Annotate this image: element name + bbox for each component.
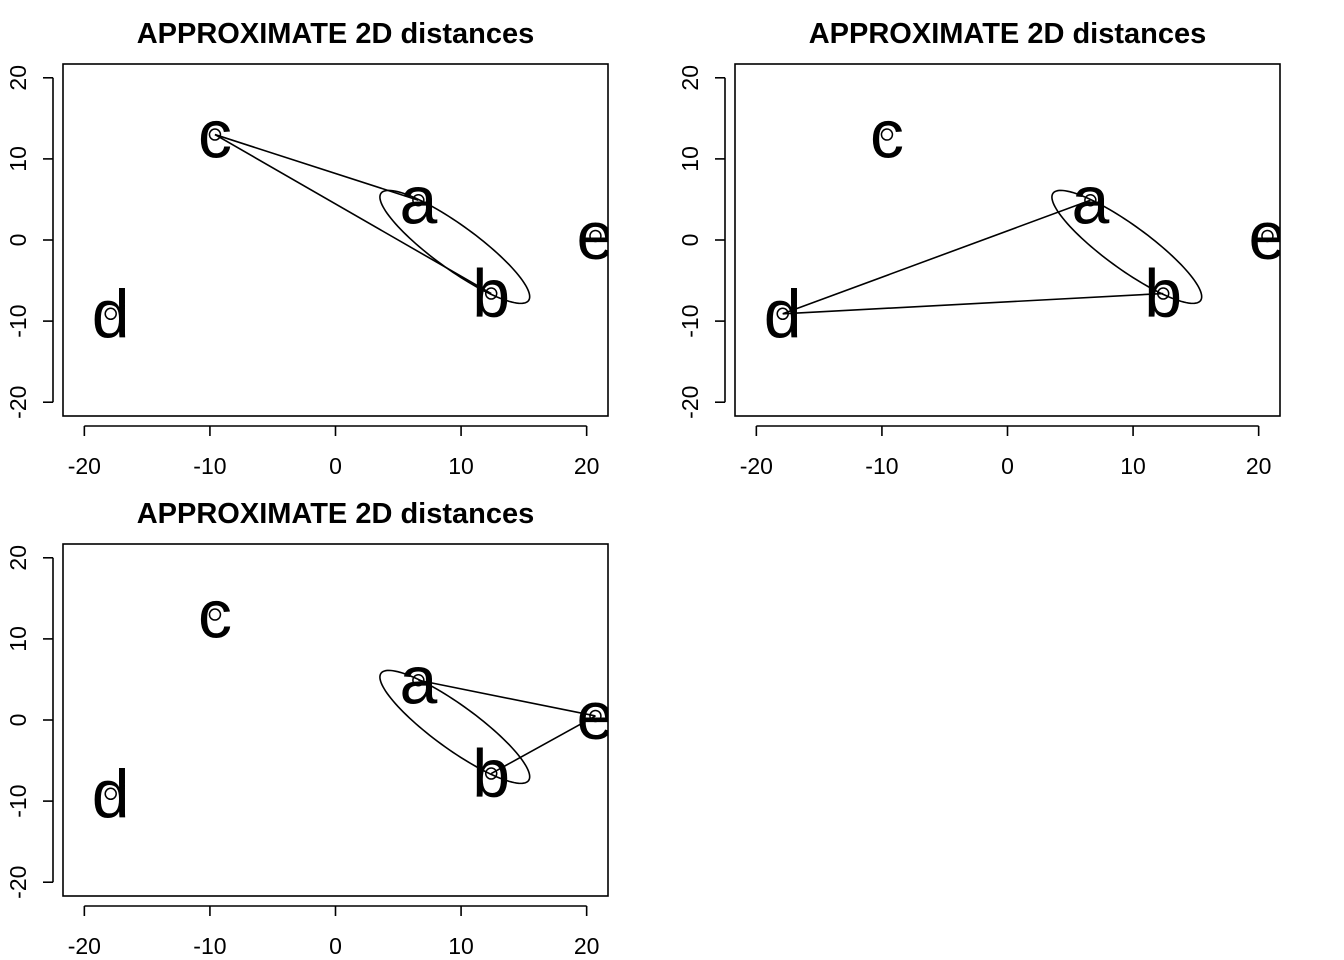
y-tick-label: 0 bbox=[5, 234, 31, 247]
connection-e-b bbox=[490, 715, 596, 775]
connection-c-a bbox=[214, 133, 419, 202]
point-label-d: d bbox=[92, 756, 130, 832]
point-marker-c bbox=[880, 128, 894, 141]
x-tick-label: -10 bbox=[865, 453, 898, 479]
point-label-e: e bbox=[1249, 198, 1287, 274]
x-tick-label: 10 bbox=[448, 453, 474, 479]
chart-panel-1: APPROXIMATE 2D distances -20 -10 0 10 20 -20 -1… bbox=[5, 18, 615, 479]
point-label-c: c bbox=[198, 577, 232, 653]
x-tick-label: -10 bbox=[193, 933, 226, 959]
point-label-d: d bbox=[92, 276, 130, 352]
connection-d-a bbox=[782, 199, 1091, 315]
chart-title: APPROXIMATE 2D distances bbox=[809, 18, 1207, 50]
plot-frame bbox=[62, 543, 609, 897]
point-marker-e bbox=[589, 229, 602, 243]
point-marker-b bbox=[484, 287, 498, 300]
cluster-ellipse bbox=[1051, 189, 1203, 305]
x-tick-label: 0 bbox=[329, 933, 342, 959]
y-tick-label: -20 bbox=[677, 386, 703, 419]
point-marker-d bbox=[104, 307, 117, 321]
chart-title: APPROXIMATE 2D distances bbox=[137, 498, 535, 530]
x-tick-label: -20 bbox=[68, 453, 101, 479]
x-tick-label: -20 bbox=[740, 453, 773, 479]
y-tick-label: -20 bbox=[5, 866, 31, 899]
point-marker-e bbox=[1261, 229, 1274, 243]
y-tick-label: -10 bbox=[677, 304, 703, 337]
connection-c-b bbox=[214, 133, 492, 295]
plot-frame bbox=[62, 63, 609, 417]
y-tick-label: 10 bbox=[5, 626, 31, 652]
y-tick-label: 10 bbox=[677, 146, 703, 172]
y-tick-label: 0 bbox=[5, 714, 31, 727]
point-marker-a bbox=[412, 674, 425, 687]
connection-d-b bbox=[782, 292, 1164, 315]
point-marker-d bbox=[776, 307, 789, 321]
point-label-c: c bbox=[870, 97, 904, 173]
point-marker-c bbox=[208, 128, 222, 141]
point-marker-b bbox=[1156, 287, 1170, 300]
y-tick-label: 20 bbox=[5, 545, 31, 571]
plot-frame bbox=[734, 63, 1281, 417]
y-tick-label: 20 bbox=[5, 65, 31, 91]
y-tick-label: -10 bbox=[5, 784, 31, 817]
y-tick-label: 20 bbox=[677, 65, 703, 91]
cluster-ellipse bbox=[379, 189, 531, 305]
chart-title: APPROXIMATE 2D distances bbox=[137, 18, 535, 50]
point-marker-e bbox=[589, 709, 602, 723]
x-tick-label: 20 bbox=[574, 933, 600, 959]
point-marker-c bbox=[208, 608, 222, 621]
x-tick-label: 20 bbox=[1246, 453, 1272, 479]
y-tick-label: -10 bbox=[5, 304, 31, 337]
x-tick-label: -10 bbox=[193, 453, 226, 479]
x-tick-label: 10 bbox=[448, 933, 474, 959]
point-marker-a bbox=[1084, 194, 1097, 207]
chart-panel-2: APPROXIMATE 2D distances -20 -10 0 10 20 -20 -1… bbox=[677, 18, 1287, 479]
x-tick-label: 20 bbox=[574, 453, 600, 479]
x-tick-label: 10 bbox=[1120, 453, 1146, 479]
point-marker-a bbox=[412, 194, 425, 207]
y-tick-label: 0 bbox=[677, 234, 703, 247]
x-tick-label: -20 bbox=[68, 933, 101, 959]
chart-panel-3: APPROXIMATE 2D distances -20 -10 0 10 20 -20 -1… bbox=[5, 498, 609, 959]
cluster-ellipse bbox=[379, 669, 531, 785]
x-tick-label: 0 bbox=[1001, 453, 1014, 479]
point-marker-b bbox=[484, 767, 498, 780]
point-label-e: e bbox=[577, 198, 615, 274]
y-tick-label: -20 bbox=[5, 386, 31, 419]
x-tick-label: 0 bbox=[329, 453, 342, 479]
point-marker-d bbox=[104, 787, 117, 801]
connection-e-a bbox=[418, 679, 596, 717]
y-tick-label: 10 bbox=[5, 146, 31, 172]
